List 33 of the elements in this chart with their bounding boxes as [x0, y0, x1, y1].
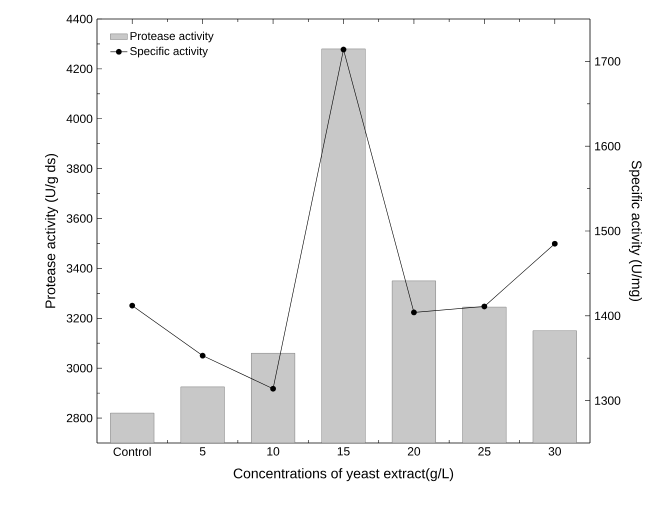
y-tick-label: 3400 [66, 264, 92, 273]
point [270, 386, 276, 392]
point [481, 304, 488, 310]
y2-tick-label: 1700 [595, 57, 620, 66]
x-tick-label: 10 [267, 447, 280, 456]
x-tick-label: 20 [408, 447, 420, 456]
x-tick-label: 15 [338, 447, 350, 456]
point [129, 302, 136, 309]
y2-tick-label: 1600 [595, 142, 620, 150]
x-tick-label: 25 [478, 447, 490, 456]
y-tick-label: 3600 [66, 214, 92, 223]
x-axis-title: Concentrations of yeast extract(g/L) [234, 468, 454, 482]
point [411, 310, 417, 316]
legend-label: Specific activity [130, 46, 208, 58]
point [340, 46, 346, 52]
y2-tick-label: 1300 [595, 396, 620, 405]
point [200, 352, 206, 359]
y-tick-label: 4400 [66, 14, 92, 24]
y-tick-label: 2800 [66, 414, 92, 422]
point [552, 240, 558, 247]
y-tick-label: 3000 [66, 364, 92, 372]
x-tick-label: Control [114, 447, 151, 456]
y-tick-label: 4000 [66, 114, 92, 123]
y-tick-label: 3200 [66, 314, 92, 323]
y-tick-label: 4200 [66, 64, 92, 74]
legend-label: Protease activity [130, 32, 214, 42]
x-tick-label: 30 [548, 447, 561, 456]
y2-tick-label: 1500 [595, 226, 620, 236]
x-tick-label: 5 [200, 447, 206, 456]
y2-tick-label: 1400 [595, 312, 620, 320]
y2-axis-title: Specific activity (U/mg) [628, 160, 642, 302]
y-tick-label: 3800 [66, 164, 92, 173]
y-axis-title: Protease activity (U/g ds) [45, 154, 58, 308]
